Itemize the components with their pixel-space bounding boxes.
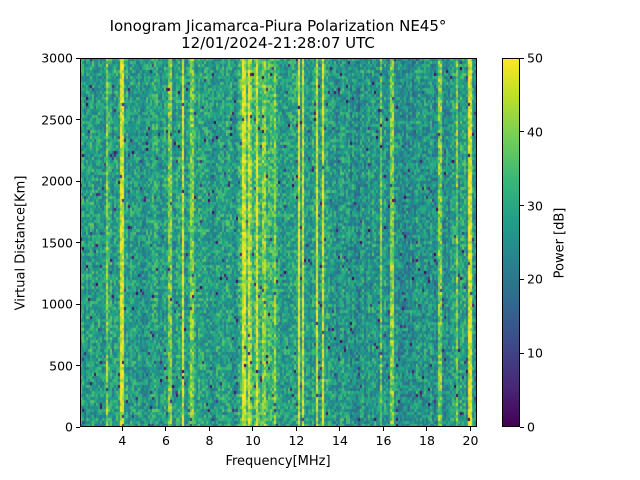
- colorbar-label: Power [dB]: [552, 207, 568, 279]
- colorbar-tick: [520, 131, 524, 133]
- x-tick: [121, 427, 123, 431]
- y-tick-label: 0: [65, 419, 73, 435]
- x-tick-label: 14: [332, 433, 348, 448]
- x-tick: [208, 427, 210, 431]
- heatmap-raster: [80, 58, 477, 427]
- x-tick: [252, 427, 254, 431]
- y-tick: [76, 119, 80, 120]
- y-tick: [76, 303, 80, 305]
- colorbar-tick: [520, 352, 524, 354]
- chart-subtitle: 12/01/2024-21:28:07 UTC: [181, 34, 375, 52]
- colorbar-tick-label: 0: [527, 419, 535, 435]
- chart-title: Ionogram Jicamarca-Piura Polarization NE…: [109, 17, 447, 35]
- colorbar-tick-label: 10: [527, 345, 543, 361]
- y-tick: [76, 57, 80, 59]
- x-tick: [295, 427, 297, 431]
- x-tick-label: 16: [375, 433, 392, 448]
- x-tick: [469, 427, 471, 431]
- y-tick: [76, 180, 80, 182]
- y-tick-label: 500: [49, 358, 73, 373]
- colorbar-tick-label: 20: [527, 271, 543, 287]
- x-tick-label: 20: [462, 433, 479, 448]
- colorbar-tick: [520, 57, 524, 59]
- x-tick: [382, 427, 384, 431]
- y-tick-label: 3000: [41, 50, 73, 66]
- y-tick-label: 2000: [41, 173, 73, 189]
- x-axis-label: Frequency[MHz]: [225, 454, 331, 469]
- y-tick-label: 1000: [41, 296, 73, 312]
- colorbar-tick: [520, 278, 524, 280]
- plot-area: [80, 58, 477, 427]
- x-tick: [165, 427, 167, 431]
- x-tick-label: 4: [118, 433, 127, 448]
- x-tick-label: 6: [161, 433, 170, 448]
- colorbar-tick-label: 40: [527, 124, 543, 140]
- colorbar-tick: [520, 205, 524, 207]
- x-tick: [339, 427, 341, 431]
- x-tick-label: 8: [205, 433, 214, 448]
- y-tick: [76, 426, 80, 428]
- colorbar-tick: [520, 426, 524, 428]
- colorbar-tick-label: 30: [527, 198, 543, 214]
- y-tick: [76, 242, 80, 243]
- x-tick-label: 12: [288, 433, 305, 448]
- y-tick-label: 1500: [41, 235, 73, 250]
- y-tick-label: 2500: [41, 112, 73, 127]
- y-axis-label: Virtual Distance[Km]: [13, 175, 29, 311]
- x-tick-label: 18: [419, 433, 435, 448]
- colorbar-tick-label: 50: [527, 50, 543, 66]
- x-tick: [426, 427, 428, 431]
- colorbar: [502, 58, 520, 427]
- y-tick: [76, 365, 80, 366]
- x-tick-label: 10: [244, 433, 261, 448]
